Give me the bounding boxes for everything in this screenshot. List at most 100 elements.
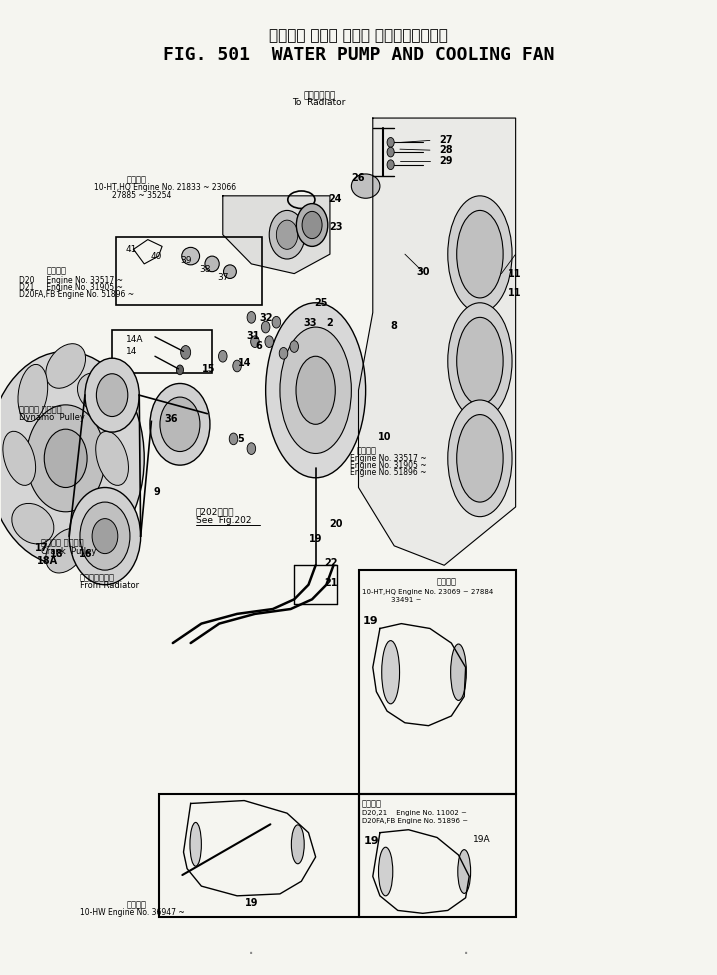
Circle shape xyxy=(176,365,184,374)
Text: 9: 9 xyxy=(153,488,161,497)
Bar xyxy=(158,794,358,917)
Circle shape xyxy=(247,312,256,323)
Text: 適用平番: 適用平番 xyxy=(362,800,382,808)
Text: 31: 31 xyxy=(246,331,260,341)
Text: 33491 ~: 33491 ~ xyxy=(391,598,421,604)
Circle shape xyxy=(387,160,394,170)
Text: 19: 19 xyxy=(309,534,323,544)
Circle shape xyxy=(233,360,242,371)
Ellipse shape xyxy=(448,196,512,313)
Circle shape xyxy=(0,351,144,566)
Circle shape xyxy=(290,340,298,352)
Text: 11: 11 xyxy=(508,288,521,298)
Text: From Radiator: From Radiator xyxy=(80,581,139,590)
Text: 15: 15 xyxy=(201,364,215,373)
Ellipse shape xyxy=(379,847,393,896)
Circle shape xyxy=(27,405,105,512)
Text: 27: 27 xyxy=(439,136,452,145)
Text: 25: 25 xyxy=(314,297,328,308)
Text: Engine No. 33517 ~: Engine No. 33517 ~ xyxy=(350,454,427,463)
Ellipse shape xyxy=(46,528,85,573)
Ellipse shape xyxy=(457,414,503,502)
Circle shape xyxy=(269,211,305,259)
Ellipse shape xyxy=(457,317,503,405)
Text: 14A: 14A xyxy=(126,335,144,344)
Text: 14: 14 xyxy=(126,347,138,356)
Text: 17: 17 xyxy=(35,543,49,553)
Text: D20     Engine No. 33517 ~: D20 Engine No. 33517 ~ xyxy=(19,276,123,286)
FancyArrowPatch shape xyxy=(182,824,270,875)
Text: 36: 36 xyxy=(164,414,177,424)
Text: .: . xyxy=(248,939,255,958)
Text: Engine No. 31905 ~: Engine No. 31905 ~ xyxy=(350,461,427,470)
Circle shape xyxy=(302,212,322,239)
Text: .: . xyxy=(462,939,469,958)
Text: D20FA,FB Engine No. 51896 ~: D20FA,FB Engine No. 51896 ~ xyxy=(19,290,134,299)
Circle shape xyxy=(251,335,260,347)
Text: ラジエータへ: ラジエータへ xyxy=(303,92,336,100)
Circle shape xyxy=(296,204,328,247)
Ellipse shape xyxy=(205,256,219,272)
Circle shape xyxy=(92,519,118,554)
Text: 適用平番: 適用平番 xyxy=(126,176,146,184)
Ellipse shape xyxy=(96,431,128,486)
Circle shape xyxy=(229,433,238,445)
Text: 5: 5 xyxy=(237,434,244,444)
Bar xyxy=(112,330,212,372)
Ellipse shape xyxy=(18,365,48,421)
Text: 6: 6 xyxy=(255,340,262,351)
Ellipse shape xyxy=(457,211,503,298)
Polygon shape xyxy=(223,196,330,274)
Text: 16: 16 xyxy=(79,549,92,559)
Circle shape xyxy=(272,317,280,328)
Text: 30: 30 xyxy=(417,267,430,277)
Text: 18A: 18A xyxy=(37,557,57,566)
Text: 19: 19 xyxy=(244,898,258,908)
Text: See  Fig.202: See Fig.202 xyxy=(196,517,251,526)
Text: クランク プーリー: クランク プーリー xyxy=(41,539,83,548)
Ellipse shape xyxy=(280,327,351,453)
Text: Dynamo  Pulley: Dynamo Pulley xyxy=(19,413,85,422)
Text: 8: 8 xyxy=(391,321,398,332)
Ellipse shape xyxy=(457,849,470,893)
Ellipse shape xyxy=(266,303,366,478)
Circle shape xyxy=(247,443,256,454)
Ellipse shape xyxy=(296,356,336,424)
Text: 10-HT,HQ Engine No. 23069 ~ 27884: 10-HT,HQ Engine No. 23069 ~ 27884 xyxy=(362,590,493,596)
Circle shape xyxy=(181,345,191,359)
Circle shape xyxy=(219,350,227,362)
Bar xyxy=(358,570,516,794)
Circle shape xyxy=(44,429,87,488)
Text: 適用平番: 適用平番 xyxy=(47,266,67,276)
Text: 23: 23 xyxy=(329,222,343,232)
Ellipse shape xyxy=(3,431,36,486)
Ellipse shape xyxy=(291,825,304,864)
Text: D20FA,FB Engine No. 51896 ~: D20FA,FB Engine No. 51896 ~ xyxy=(362,818,468,824)
Text: 20: 20 xyxy=(329,520,343,529)
Text: 33: 33 xyxy=(303,318,317,329)
Text: 第202図参照: 第202図参照 xyxy=(196,508,234,517)
Circle shape xyxy=(387,147,394,157)
Bar xyxy=(358,794,516,917)
Circle shape xyxy=(85,358,139,432)
Text: 18: 18 xyxy=(50,549,64,559)
Ellipse shape xyxy=(190,823,201,866)
Text: 10: 10 xyxy=(377,432,391,442)
Ellipse shape xyxy=(11,503,54,544)
Text: FIG. 501  WATER PUMP AND COOLING FAN: FIG. 501 WATER PUMP AND COOLING FAN xyxy=(163,46,554,63)
Circle shape xyxy=(96,373,128,416)
Text: 適用平番: 適用平番 xyxy=(357,447,377,455)
Ellipse shape xyxy=(224,265,237,279)
Text: D20,21    Engine No. 11002 ~: D20,21 Engine No. 11002 ~ xyxy=(362,810,467,816)
Circle shape xyxy=(279,347,288,359)
Text: 41: 41 xyxy=(125,245,137,254)
Circle shape xyxy=(265,335,273,347)
Ellipse shape xyxy=(46,344,85,388)
Circle shape xyxy=(160,397,200,451)
Bar xyxy=(115,237,262,305)
Text: 39: 39 xyxy=(180,256,191,265)
Ellipse shape xyxy=(181,248,199,265)
Text: 22: 22 xyxy=(325,559,338,568)
Text: 19: 19 xyxy=(364,837,379,846)
Text: 29: 29 xyxy=(439,156,452,166)
